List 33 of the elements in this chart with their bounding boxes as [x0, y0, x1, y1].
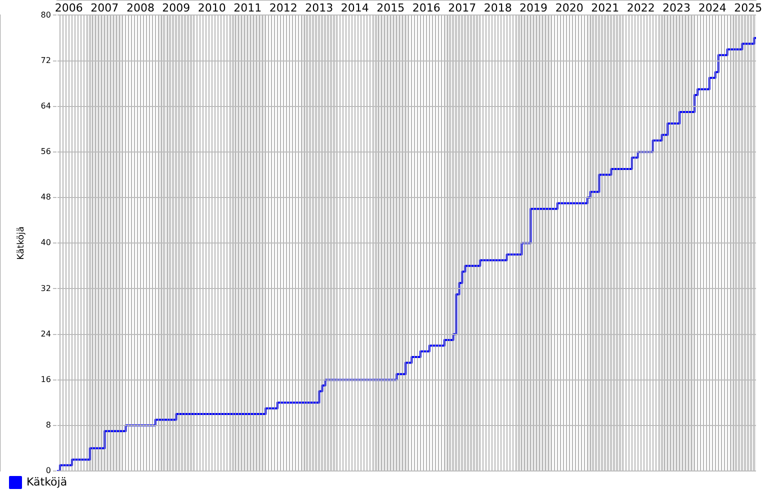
x-tick-label: 2010	[198, 1, 226, 14]
y-tick-label: 0	[46, 466, 51, 476]
x-tick-label: 2006	[54, 1, 83, 14]
y-tick-label: 48	[40, 192, 51, 202]
x-tick-label: 2025	[734, 1, 762, 14]
x-tick-label: 2015	[376, 1, 405, 14]
x-tick-label: 2014	[340, 1, 369, 14]
y-axis-title: Kätköjä	[16, 226, 27, 260]
y-tick-label: 32	[40, 284, 51, 293]
x-tick-label: 2017	[448, 1, 476, 14]
x-tick-label: 2024	[698, 1, 726, 14]
legend-label: Kätköjä	[26, 475, 68, 488]
x-tick-label: 2019	[520, 1, 548, 14]
x-tick-label: 2022	[626, 1, 655, 14]
y-tick-label: 72	[40, 56, 51, 65]
x-tick-label: 2011	[234, 1, 262, 14]
x-tick-label: 2008	[126, 1, 154, 14]
y-tick-label: 56	[40, 147, 51, 156]
x-tick-label: 2023	[662, 1, 691, 14]
y-tick-label: 16	[40, 374, 51, 384]
x-tick-label: 2007	[90, 1, 119, 14]
y-tick-label: 8	[46, 420, 51, 430]
x-tick-label: 2009	[162, 1, 190, 14]
y-tick-label: 40	[40, 238, 51, 248]
y-tick-label: 64	[40, 101, 51, 110]
x-tick-label: 2012	[269, 1, 298, 14]
y-tick-label: 24	[40, 329, 51, 338]
x-tick-label: 2020	[555, 1, 584, 14]
x-tick-label: 2013	[305, 1, 334, 14]
x-tick-label: 2016	[412, 1, 440, 14]
x-tick-label: 2018	[484, 1, 512, 14]
x-tick-label: 2021	[591, 1, 620, 14]
y-tick-label: 80	[40, 10, 51, 20]
